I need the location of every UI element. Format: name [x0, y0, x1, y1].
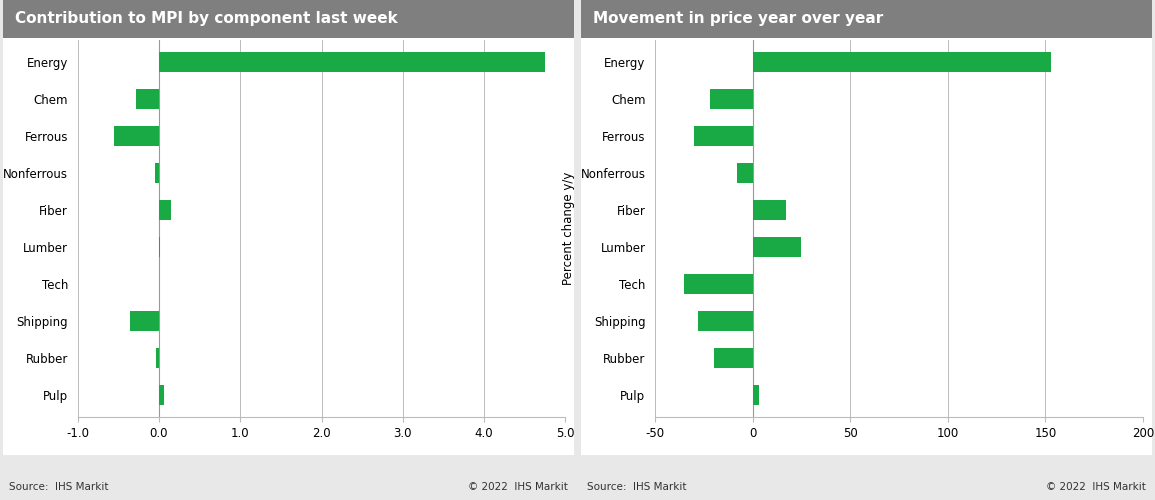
Bar — [114, 126, 159, 146]
Bar — [159, 385, 164, 406]
Bar — [753, 200, 785, 220]
Bar — [685, 274, 753, 294]
Bar — [159, 52, 545, 72]
Bar — [737, 163, 753, 184]
Bar — [753, 52, 1051, 72]
Text: Contribution to MPI by component last week: Contribution to MPI by component last we… — [15, 11, 397, 26]
Bar — [136, 89, 159, 110]
Bar — [698, 311, 753, 332]
Bar — [694, 126, 753, 146]
Text: Source:  IHS Markit: Source: IHS Markit — [587, 482, 686, 492]
Bar — [159, 200, 171, 220]
Bar — [714, 348, 753, 368]
Bar — [156, 348, 159, 368]
Text: Movement in price year over year: Movement in price year over year — [593, 11, 882, 26]
Bar — [753, 237, 802, 258]
Text: © 2022  IHS Markit: © 2022 IHS Markit — [469, 482, 568, 492]
Y-axis label: Percent change y/y: Percent change y/y — [561, 172, 575, 286]
Bar — [710, 89, 753, 110]
Text: Source:  IHS Markit: Source: IHS Markit — [9, 482, 109, 492]
Bar — [131, 311, 159, 332]
Bar — [753, 385, 759, 406]
Text: © 2022  IHS Markit: © 2022 IHS Markit — [1046, 482, 1146, 492]
Bar — [155, 163, 159, 184]
